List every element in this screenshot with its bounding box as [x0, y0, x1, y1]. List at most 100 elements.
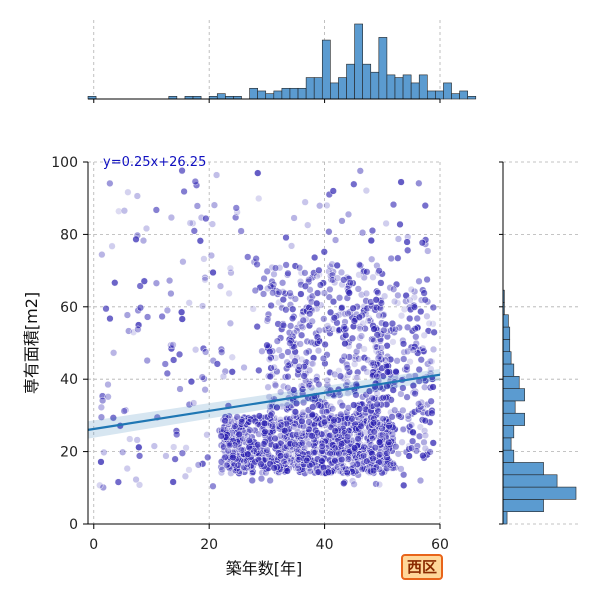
- scatter-point: [98, 396, 107, 405]
- scatter-point: [261, 427, 269, 436]
- top-hist-bar: [435, 90, 444, 100]
- scatter-point: [309, 403, 317, 411]
- scatter-point: [189, 399, 198, 407]
- scatter-point: [426, 357, 435, 365]
- scatter-point: [370, 336, 378, 345]
- scatter-point: [417, 307, 425, 316]
- scatter-point: [180, 187, 188, 196]
- scatter-point: [240, 457, 248, 466]
- scatter-point: [369, 273, 377, 281]
- right-hist-bar: [502, 511, 508, 525]
- scatter-point: [356, 167, 364, 175]
- scatter-point: [217, 469, 226, 477]
- scatter-point: [279, 295, 287, 304]
- scatter-point: [191, 177, 199, 186]
- scatter-point: [244, 450, 252, 458]
- scatter-point: [413, 314, 421, 323]
- scatter-point: [397, 178, 405, 186]
- scatter-point: [264, 310, 273, 319]
- scatter-point: [135, 443, 143, 451]
- scatter-point: [257, 460, 265, 468]
- scatter-point: [158, 312, 166, 321]
- scatter-point: [373, 287, 381, 295]
- scatter-point: [375, 480, 384, 489]
- scatter-point: [403, 238, 411, 246]
- scatter-point: [315, 380, 323, 389]
- scatter-point: [377, 279, 385, 287]
- scatter-point: [340, 479, 348, 487]
- scatter-point: [387, 254, 395, 263]
- scatter-point: [323, 322, 332, 330]
- scatter-point: [99, 483, 107, 492]
- scatter-point: [394, 291, 402, 299]
- scatter-point: [350, 317, 359, 325]
- scatter-point: [325, 293, 333, 301]
- scatter-point: [126, 435, 134, 443]
- scatter-point: [231, 213, 240, 222]
- scatter-point: [304, 221, 312, 229]
- scatter-point: [313, 429, 322, 437]
- scatter-point: [266, 372, 274, 381]
- scatter-point: [423, 312, 431, 320]
- scatter-point: [348, 415, 356, 423]
- scatter-point: [389, 459, 397, 468]
- scatter-point: [198, 373, 206, 381]
- scatter-point: [413, 323, 422, 332]
- scatter-point: [306, 294, 314, 302]
- scatter-point: [404, 415, 413, 423]
- top-hist-bar: [321, 39, 331, 100]
- scatter-point: [400, 481, 408, 489]
- scatter-point: [224, 460, 232, 468]
- scatter-point: [415, 179, 423, 187]
- scatter-point: [340, 323, 348, 331]
- scatter-point: [268, 422, 277, 430]
- scatter-point: [296, 340, 304, 348]
- scatter-point: [255, 412, 264, 420]
- scatter-point: [253, 322, 261, 331]
- scatter-point: [419, 344, 427, 353]
- scatter-point: [389, 200, 398, 209]
- scatter-point: [169, 341, 177, 349]
- scatter-point: [121, 406, 130, 414]
- top-hist-bar: [305, 77, 315, 100]
- top-hist-bar: [249, 87, 258, 100]
- scatter-point: [408, 437, 417, 445]
- right-hist-bar: [502, 437, 512, 451]
- scatter-point: [119, 448, 127, 456]
- scatter-point: [261, 438, 269, 446]
- scatter-point: [354, 368, 362, 376]
- scatter-point: [282, 306, 290, 314]
- scatter-point: [350, 401, 358, 409]
- scatter-point: [276, 452, 285, 460]
- scatter-point: [337, 440, 346, 448]
- scatter-point: [409, 428, 417, 436]
- scatter-point: [106, 314, 114, 323]
- scatter-point: [284, 269, 292, 278]
- scatter-point: [217, 432, 225, 440]
- scatter-point: [97, 403, 105, 411]
- scatter-point: [263, 446, 271, 454]
- scatter-point: [230, 461, 238, 469]
- scatter-point: [171, 455, 179, 463]
- scatter-point: [340, 276, 348, 284]
- scatter-point: [363, 268, 371, 276]
- scatter-point: [286, 439, 295, 448]
- scatter-point: [405, 452, 413, 460]
- scatter-point: [375, 352, 383, 360]
- scatter-point: [349, 279, 357, 287]
- scatter-point: [289, 305, 297, 313]
- scatter-point: [351, 444, 359, 452]
- scatter-point: [421, 431, 430, 440]
- scatter-point: [104, 393, 112, 401]
- scatter-point: [352, 391, 360, 399]
- scatter-point: [291, 440, 299, 449]
- scatter-point: [143, 313, 152, 321]
- scatter-point: [143, 356, 151, 365]
- scatter-point: [340, 352, 349, 361]
- scatter-point: [225, 289, 233, 298]
- right-hist-bar: [502, 499, 544, 512]
- scatter-point: [348, 334, 357, 342]
- scatter-point: [407, 285, 416, 294]
- scatter-point: [218, 465, 226, 474]
